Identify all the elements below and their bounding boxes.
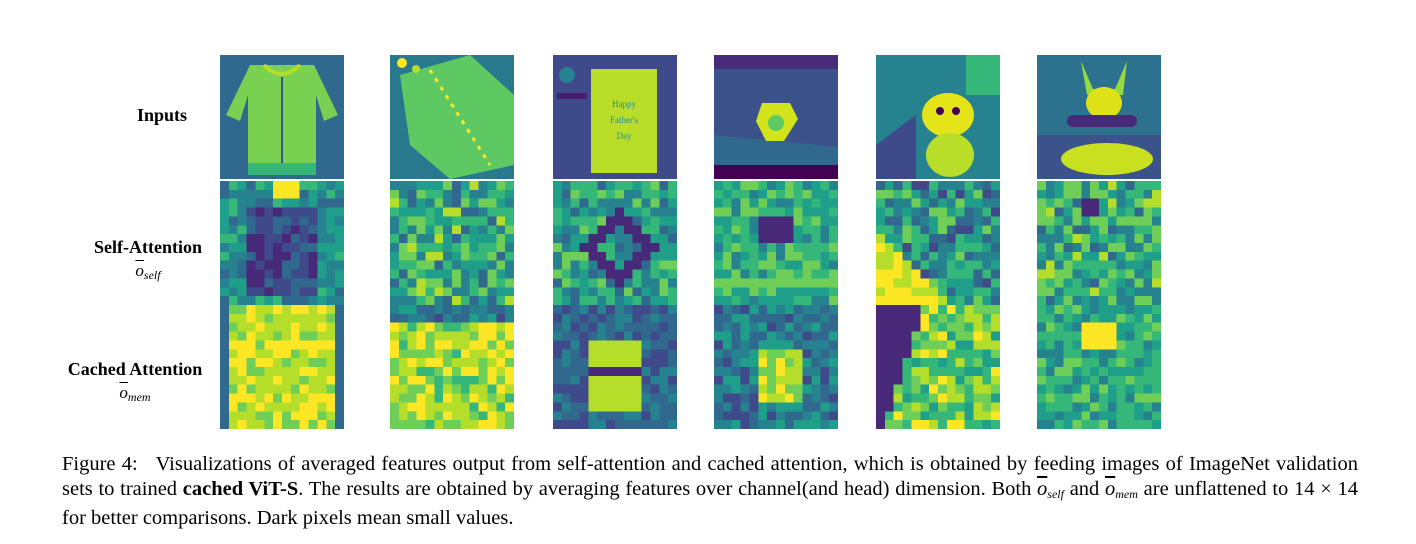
row-label-self-attention-symbol: oself (135, 261, 161, 282)
input-image-sweater (220, 55, 344, 179)
cached-attention-map-6 (1037, 305, 1161, 429)
self-attention-map-5 (876, 181, 1000, 305)
input-image-fathers-day-card: Happy Father's Day (553, 55, 677, 179)
row-label-cached-attention: Cached Attention omem (35, 358, 235, 408)
self-attention-map-3 (553, 181, 677, 305)
caption-symbol-mem: omem (1105, 477, 1138, 501)
figure-caption: Figure 4: Visualizations of averaged fea… (62, 452, 1358, 531)
row-label-cached-attention-text: Cached Attention (67, 359, 203, 379)
input-image-dog-with-toy (1037, 55, 1161, 179)
caption-text-part2: . The results are obtained by averaging … (298, 477, 1032, 500)
cached-attention-map-3 (553, 305, 677, 429)
row-label-self-attention: Self-Attention oself (48, 236, 248, 286)
input-image-bow-tie (714, 55, 838, 179)
card-line3: Day (617, 131, 632, 141)
caption-symbol-self: oself (1037, 477, 1064, 501)
cached-attention-map-4 (714, 305, 838, 429)
row-label-inputs-text: Inputs (136, 105, 188, 125)
card-line1: Happy (612, 99, 636, 109)
input-image-dog-small (876, 55, 1000, 179)
input-image-knit-cardigan (390, 55, 514, 179)
caption-and: and (1069, 477, 1100, 500)
cached-attention-map-2 (390, 305, 514, 429)
cached-attention-map-5 (876, 305, 1000, 429)
caption-model-name: cached ViT-S (182, 477, 299, 500)
self-attention-map-1 (220, 181, 344, 305)
self-attention-map-6 (1037, 181, 1161, 305)
caption-text-part3: are unflattened to 14 × 14 for better co… (62, 477, 1358, 530)
figure-label: Figure 4: (62, 453, 138, 475)
caption-text-part1: Visualizations of averaged features outp… (62, 453, 1358, 500)
row-label-cached-attention-symbol: omem (119, 383, 151, 404)
self-attention-map-2 (390, 181, 514, 305)
cached-attention-map-1 (220, 305, 344, 429)
row-label-self-attention-text: Self-Attention (94, 237, 202, 257)
card-line2: Father's (610, 115, 639, 125)
self-attention-map-4 (714, 181, 838, 305)
row-label-inputs: Inputs (62, 104, 262, 126)
